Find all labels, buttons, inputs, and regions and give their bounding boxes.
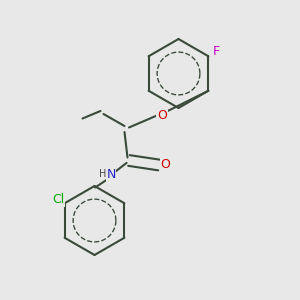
Text: H: H	[99, 169, 106, 179]
Text: F: F	[213, 45, 220, 58]
Text: O: O	[161, 158, 170, 172]
Text: O: O	[157, 109, 167, 122]
Text: N: N	[106, 168, 116, 181]
Text: Cl: Cl	[52, 193, 64, 206]
